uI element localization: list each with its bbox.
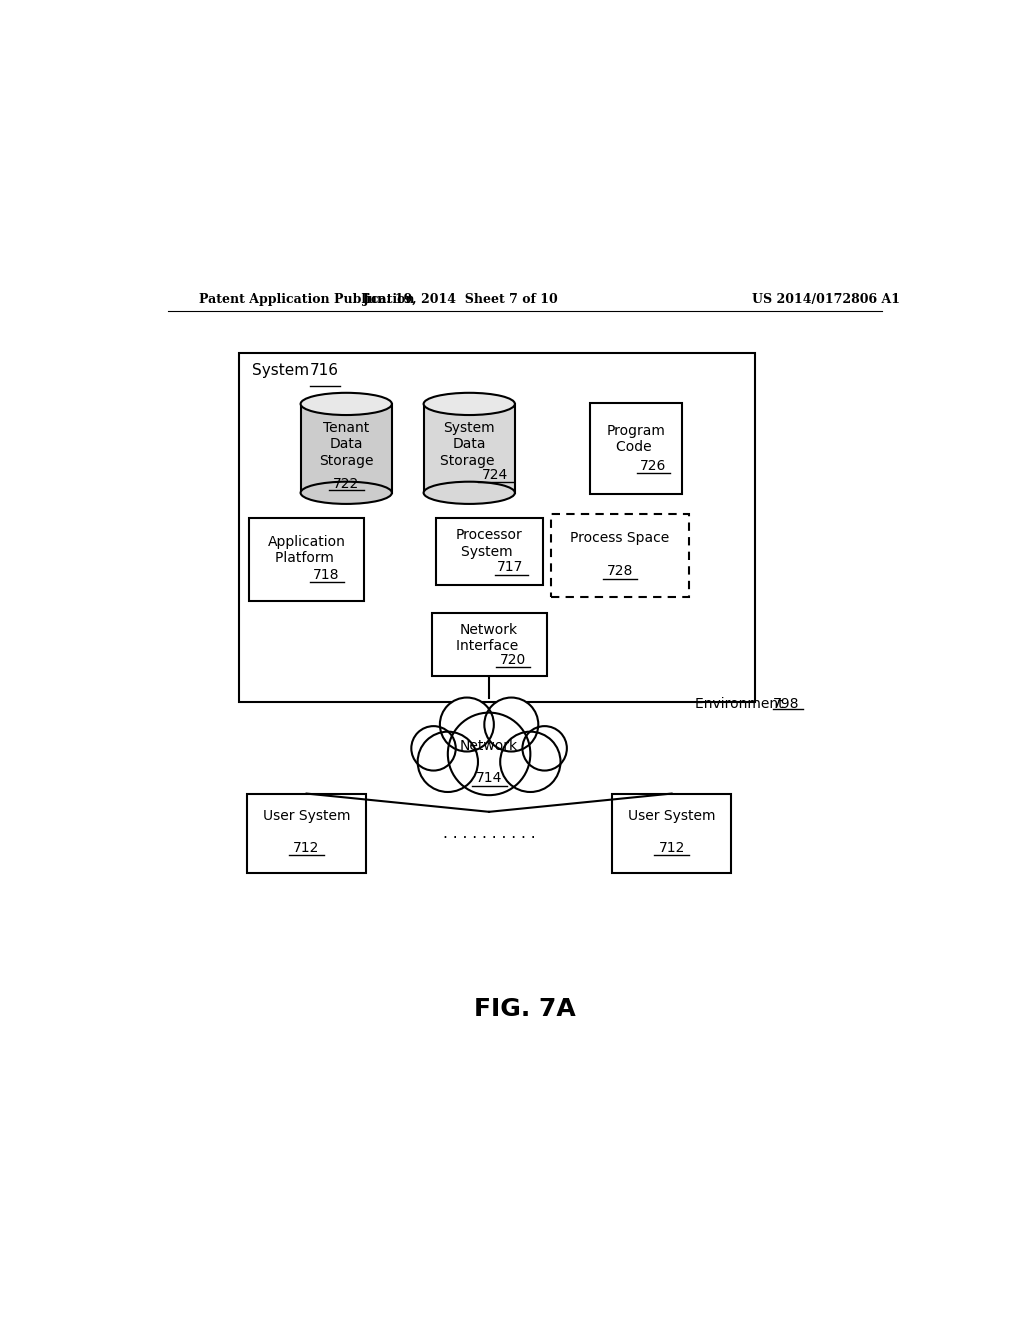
Circle shape [500,731,560,792]
Text: . . . . . . . . . .: . . . . . . . . . . [442,826,536,841]
Text: Network: Network [460,739,518,770]
FancyBboxPatch shape [301,404,392,492]
FancyBboxPatch shape [551,513,689,597]
Circle shape [484,697,539,751]
Text: 716: 716 [309,363,339,379]
Text: 722: 722 [333,477,359,491]
Text: Process Space: Process Space [570,531,670,561]
Text: 726: 726 [640,459,667,473]
Text: 720: 720 [500,653,526,667]
Circle shape [522,726,567,771]
Text: System: System [252,363,313,379]
FancyBboxPatch shape [240,354,755,702]
Text: 728: 728 [607,565,633,578]
Text: 717: 717 [498,561,523,574]
Text: Jun. 19, 2014  Sheet 7 of 10: Jun. 19, 2014 Sheet 7 of 10 [364,293,559,306]
Text: 718: 718 [313,569,340,582]
Text: Network
Interface: Network Interface [456,623,522,653]
Circle shape [440,697,494,751]
Ellipse shape [424,393,515,414]
Circle shape [412,726,456,771]
Text: Environment: Environment [695,697,788,711]
Ellipse shape [424,482,515,504]
Text: US 2014/0172806 A1: US 2014/0172806 A1 [753,293,900,306]
Circle shape [447,713,530,795]
FancyBboxPatch shape [590,403,682,494]
Text: Program
Code: Program Code [606,424,666,454]
Circle shape [418,731,478,792]
Ellipse shape [301,393,392,414]
FancyBboxPatch shape [612,793,731,873]
FancyBboxPatch shape [435,517,543,585]
Text: 714: 714 [476,771,503,785]
Text: FIG. 7A: FIG. 7A [474,998,575,1022]
Text: 798: 798 [773,697,800,711]
Text: 712: 712 [658,841,685,854]
FancyBboxPatch shape [247,793,367,873]
Text: System
Data
Storage: System Data Storage [440,421,499,467]
FancyBboxPatch shape [249,517,365,601]
Text: Processor
System: Processor System [456,528,522,558]
Text: 712: 712 [293,841,319,854]
Text: User System: User System [628,809,716,838]
FancyBboxPatch shape [431,612,547,676]
Text: User System: User System [263,809,350,838]
Ellipse shape [301,482,392,504]
Text: 724: 724 [482,467,509,482]
FancyBboxPatch shape [424,404,515,492]
Text: Tenant
Data
Storage: Tenant Data Storage [319,421,374,467]
Text: Application
Platform: Application Platform [267,535,345,565]
Text: Patent Application Publication: Patent Application Publication [200,293,415,306]
